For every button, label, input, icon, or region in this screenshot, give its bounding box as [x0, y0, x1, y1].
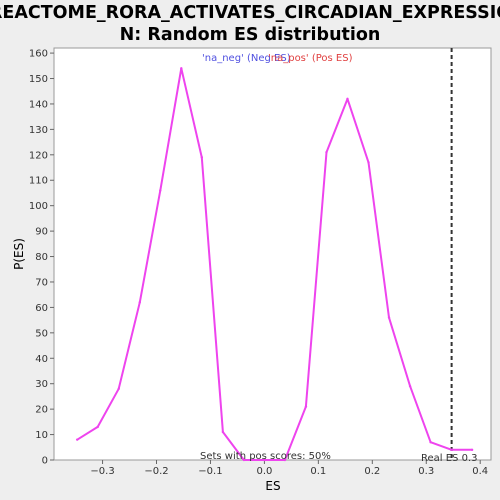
- y-tick-label: 50: [35, 328, 48, 339]
- series-layer: [75, 67, 474, 462]
- x-tick-label: 0.1: [310, 466, 326, 477]
- y-tick-label: 130: [29, 125, 48, 136]
- data-point: [429, 440, 432, 444]
- x-tick-label: 0.2: [364, 466, 380, 477]
- data-point: [450, 448, 453, 452]
- data-point: [346, 97, 349, 101]
- y-tick-label: 0: [42, 456, 48, 467]
- y-tick-label: 40: [35, 354, 48, 365]
- y-tick-label: 30: [35, 379, 48, 390]
- y-tick-label: 70: [35, 277, 48, 288]
- data-point: [408, 385, 412, 388]
- x-tick-label: −0.2: [144, 466, 168, 477]
- data-point: [387, 316, 391, 319]
- data-point: [117, 387, 120, 390]
- x-axis-title: ES: [265, 479, 280, 493]
- y-tick-label: 10: [35, 430, 48, 441]
- x-tick-label: −0.1: [198, 466, 222, 477]
- y-tick-label: 110: [29, 176, 48, 187]
- chart-title-line-2: N: Random ES distribution: [120, 25, 381, 45]
- data-point: [470, 448, 474, 452]
- data-point: [367, 161, 370, 164]
- y-tick-label: 80: [35, 252, 48, 263]
- legend-entry-pos: 'na_pos' (Pos ES): [268, 53, 353, 64]
- y-tick-label: 100: [29, 201, 48, 212]
- x-axis: −0.3 −0.2 −0.1 0.0 0.1 0.2 0.3 0.4: [90, 460, 488, 477]
- y-axis: 0 10 20 30 40 50 60 70 80 90 100 110 120 130 140 150 160: [29, 49, 54, 467]
- plot-area: [53, 47, 492, 461]
- y-axis-title: P(ES): [12, 238, 26, 270]
- chart-title-line-1: REACTOME_RORA_ACTIVATES_CIRCADIAN_EXPRES…: [0, 3, 500, 23]
- y-tick-label: 20: [35, 405, 48, 416]
- data-point: [283, 458, 287, 462]
- y-tick-label: 90: [35, 227, 48, 238]
- y-tick-label: 120: [29, 150, 48, 161]
- series-line: [76, 67, 473, 461]
- data-point: [96, 425, 99, 429]
- data-point: [221, 430, 225, 434]
- data-point: [75, 438, 79, 441]
- data-point: [242, 458, 246, 462]
- x-tick-label: −0.3: [90, 466, 114, 477]
- data-point: [138, 301, 141, 304]
- data-point: [325, 151, 328, 154]
- x-tick-label: 0.0: [256, 466, 272, 477]
- pos-scores-annotation: Sets with pos scores: 50%: [200, 451, 331, 462]
- y-tick-label: 150: [29, 74, 48, 85]
- legend-entry-neg: 'na_neg' (Neg ES): [202, 53, 291, 64]
- y-tick-label: 160: [29, 49, 48, 60]
- data-point: [180, 67, 183, 70]
- y-tick-label: 60: [35, 303, 48, 314]
- y-tick-label: 140: [29, 99, 48, 110]
- data-point: [263, 458, 266, 462]
- data-point: [200, 156, 204, 159]
- x-tick-label: 0.3: [418, 466, 434, 477]
- legend: 'na_neg' (Neg ES) 'na_pos' (Pos ES): [202, 53, 353, 64]
- data-point: [304, 405, 308, 408]
- data-point: [159, 189, 162, 192]
- x-tick-label: 0.4: [472, 466, 488, 477]
- real-es-label: Real ES 0.3: [421, 453, 477, 464]
